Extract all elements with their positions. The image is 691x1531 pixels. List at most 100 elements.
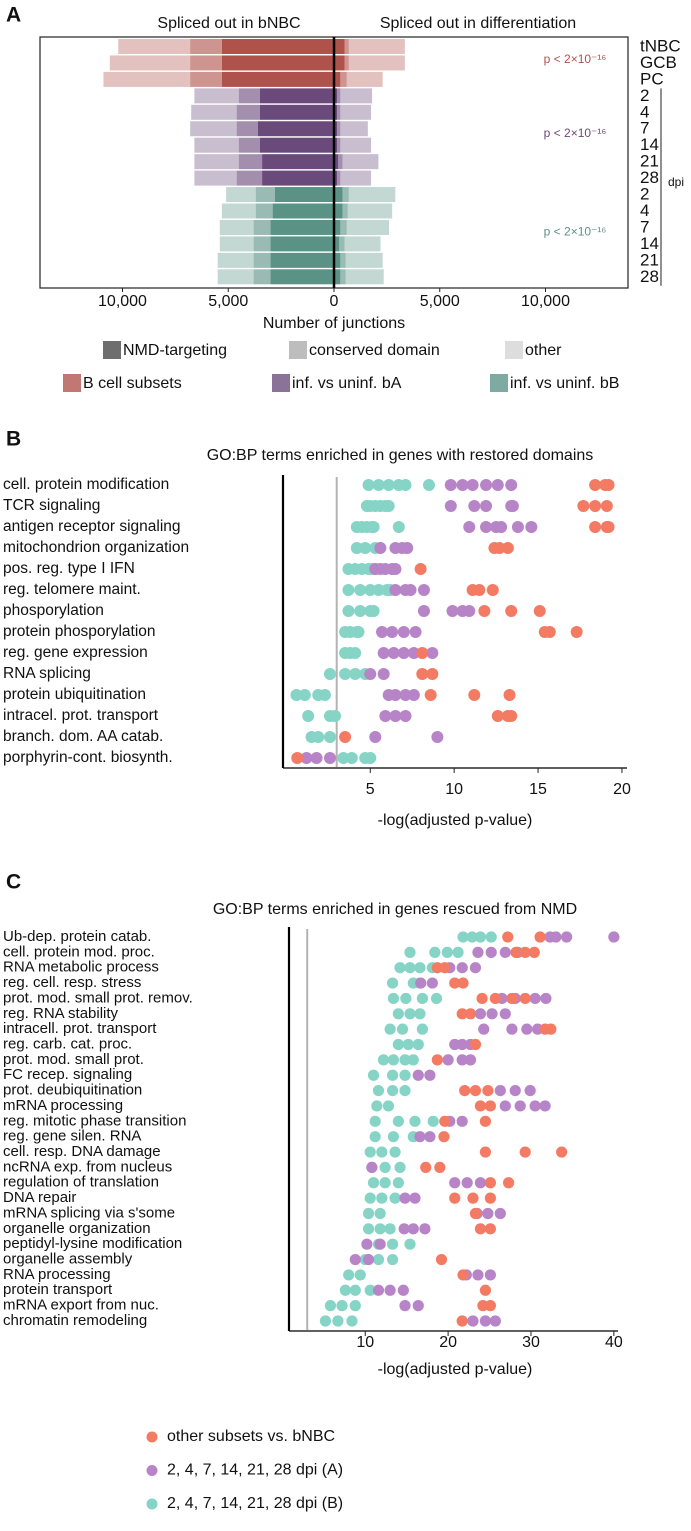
dot bbox=[372, 1253, 385, 1266]
dot bbox=[397, 647, 410, 659]
category-label: 14 bbox=[640, 135, 659, 154]
bar-segment bbox=[345, 269, 384, 285]
dot bbox=[426, 647, 439, 659]
dot bbox=[404, 946, 416, 958]
dot bbox=[291, 752, 304, 764]
dot bbox=[499, 1100, 511, 1112]
category-label: reg. carb. cat. proc. bbox=[3, 1035, 132, 1052]
dot bbox=[422, 479, 435, 491]
category-label: protein transport bbox=[3, 1281, 113, 1298]
x-tick-label: 5,000 bbox=[420, 293, 460, 310]
dot bbox=[404, 584, 417, 596]
legend-label: inf. vs uninf. bA bbox=[292, 375, 402, 392]
dot bbox=[318, 689, 331, 701]
dot bbox=[298, 689, 311, 701]
dot bbox=[570, 626, 583, 638]
dot bbox=[364, 584, 377, 596]
dot bbox=[424, 1131, 436, 1143]
dot bbox=[444, 479, 457, 491]
legend-swatch bbox=[63, 374, 81, 392]
dot bbox=[332, 1315, 344, 1327]
dot bbox=[342, 605, 355, 617]
dot bbox=[361, 1238, 373, 1250]
dot bbox=[480, 500, 493, 512]
bar-segment bbox=[340, 88, 373, 104]
dot bbox=[387, 992, 400, 1005]
category-label: cell. resp. DNA damage bbox=[3, 1143, 161, 1160]
dot bbox=[399, 1054, 411, 1066]
dot bbox=[545, 1023, 557, 1035]
bar-segment bbox=[255, 187, 275, 203]
bar-segment bbox=[191, 104, 237, 120]
dot bbox=[389, 584, 402, 596]
dot bbox=[382, 479, 395, 491]
dot bbox=[372, 1085, 385, 1097]
legend-label: 2, 4, 7, 14, 21, 28 dpi (B) bbox=[167, 1495, 343, 1512]
dot bbox=[484, 1269, 496, 1281]
bar-segment bbox=[103, 71, 191, 87]
bar-segment bbox=[272, 203, 334, 219]
dot bbox=[398, 1223, 410, 1235]
bar-segment bbox=[274, 187, 334, 203]
dot bbox=[396, 1023, 409, 1035]
legend-swatch bbox=[289, 341, 307, 359]
bar-segment bbox=[194, 88, 239, 104]
x-axis-label: -log(adjusted p-value) bbox=[378, 812, 533, 829]
dot bbox=[416, 668, 429, 680]
x-tick-label: 15 bbox=[529, 781, 547, 798]
bar-segment bbox=[334, 71, 341, 87]
x-axis-label: Number of junctions bbox=[263, 315, 405, 332]
legend-label: other subsets vs. bNBC bbox=[167, 1428, 335, 1445]
dot bbox=[386, 1253, 399, 1266]
dot bbox=[392, 1177, 404, 1189]
dot bbox=[382, 1100, 395, 1112]
dot bbox=[589, 500, 602, 512]
dot bbox=[469, 962, 482, 974]
dot bbox=[543, 626, 556, 638]
dot bbox=[310, 752, 323, 764]
dot bbox=[387, 647, 400, 659]
dot bbox=[484, 1300, 496, 1312]
dot bbox=[474, 1223, 487, 1235]
dot bbox=[362, 1207, 375, 1220]
dot bbox=[420, 1161, 432, 1173]
legend-swatch bbox=[505, 341, 523, 359]
dot bbox=[389, 1192, 401, 1204]
dot bbox=[474, 931, 487, 943]
dot bbox=[399, 1192, 411, 1204]
dot bbox=[456, 1115, 468, 1127]
category-label: reg. gene expression bbox=[3, 644, 148, 661]
dot bbox=[459, 1085, 471, 1097]
category-label: 4 bbox=[640, 102, 649, 121]
category-label: Ub-dep. protein catab. bbox=[3, 928, 151, 945]
dot bbox=[394, 1161, 406, 1173]
dot bbox=[389, 689, 402, 701]
dot bbox=[499, 946, 511, 958]
dot bbox=[399, 1069, 411, 1081]
dot bbox=[442, 1054, 454, 1066]
dot bbox=[389, 563, 402, 575]
dot bbox=[502, 931, 514, 943]
category-label: tNBC bbox=[640, 36, 681, 55]
dot bbox=[494, 1207, 506, 1220]
dot bbox=[461, 1177, 473, 1189]
dot bbox=[374, 1207, 386, 1220]
category-label: mRNA processing bbox=[3, 1097, 123, 1114]
dot bbox=[336, 1300, 348, 1312]
dot bbox=[382, 500, 395, 512]
bar-segment bbox=[345, 252, 383, 268]
dot bbox=[474, 1100, 487, 1112]
dot bbox=[540, 992, 552, 1005]
category-label: 2 bbox=[640, 185, 649, 204]
bar-segment bbox=[340, 71, 347, 87]
dot bbox=[377, 647, 390, 659]
dot bbox=[417, 584, 430, 596]
dot bbox=[511, 521, 524, 533]
dot bbox=[439, 962, 451, 974]
dot bbox=[506, 500, 519, 512]
dot bbox=[399, 689, 412, 701]
bar-segment bbox=[348, 187, 396, 203]
dot bbox=[519, 1146, 531, 1158]
dot bbox=[374, 542, 387, 554]
x-tick-label: 30 bbox=[522, 1334, 540, 1351]
